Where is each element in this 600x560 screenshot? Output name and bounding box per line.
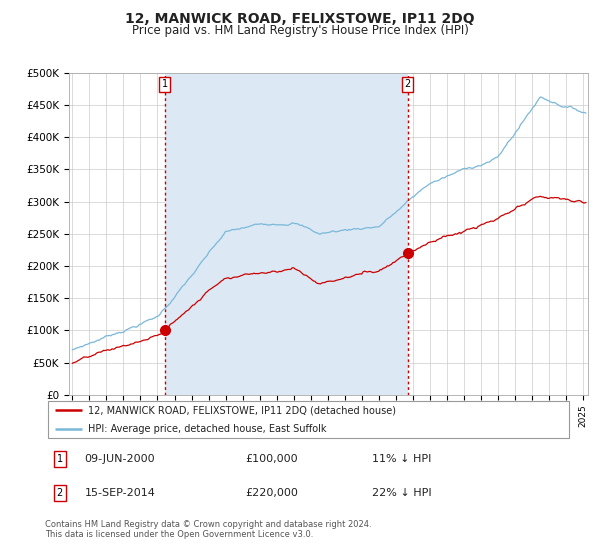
Text: Price paid vs. HM Land Registry's House Price Index (HPI): Price paid vs. HM Land Registry's House …: [131, 24, 469, 37]
Text: 12, MANWICK ROAD, FELIXSTOWE, IP11 2DQ: 12, MANWICK ROAD, FELIXSTOWE, IP11 2DQ: [125, 12, 475, 26]
Text: £220,000: £220,000: [245, 488, 299, 498]
Text: Contains HM Land Registry data © Crown copyright and database right 2024.
This d: Contains HM Land Registry data © Crown c…: [45, 520, 371, 539]
Text: 12, MANWICK ROAD, FELIXSTOWE, IP11 2DQ (detached house): 12, MANWICK ROAD, FELIXSTOWE, IP11 2DQ (…: [88, 405, 396, 415]
Text: 11% ↓ HPI: 11% ↓ HPI: [373, 454, 432, 464]
Bar: [165, 73, 408, 395]
Text: 1: 1: [57, 454, 63, 464]
Text: £100,000: £100,000: [245, 454, 298, 464]
Text: 2: 2: [56, 488, 63, 498]
Text: 2: 2: [404, 79, 411, 89]
Text: 09-JUN-2000: 09-JUN-2000: [85, 454, 155, 464]
Text: 22% ↓ HPI: 22% ↓ HPI: [373, 488, 432, 498]
Text: 15-SEP-2014: 15-SEP-2014: [85, 488, 155, 498]
FancyBboxPatch shape: [47, 402, 569, 437]
Text: HPI: Average price, detached house, East Suffolk: HPI: Average price, detached house, East…: [88, 424, 327, 433]
Text: 1: 1: [162, 79, 168, 89]
